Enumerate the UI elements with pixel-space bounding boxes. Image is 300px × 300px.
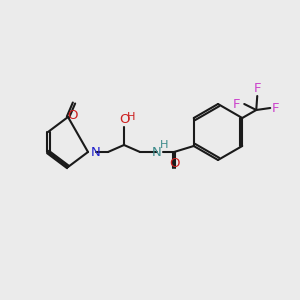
Text: O: O [119,113,129,126]
Text: N: N [91,146,101,158]
Text: F: F [272,101,280,115]
Text: F: F [254,82,261,95]
Text: N: N [152,146,162,158]
Text: F: F [233,98,240,110]
Text: O: O [169,157,179,170]
Text: H: H [127,112,135,122]
Text: H: H [160,140,168,150]
Text: O: O [67,109,77,122]
